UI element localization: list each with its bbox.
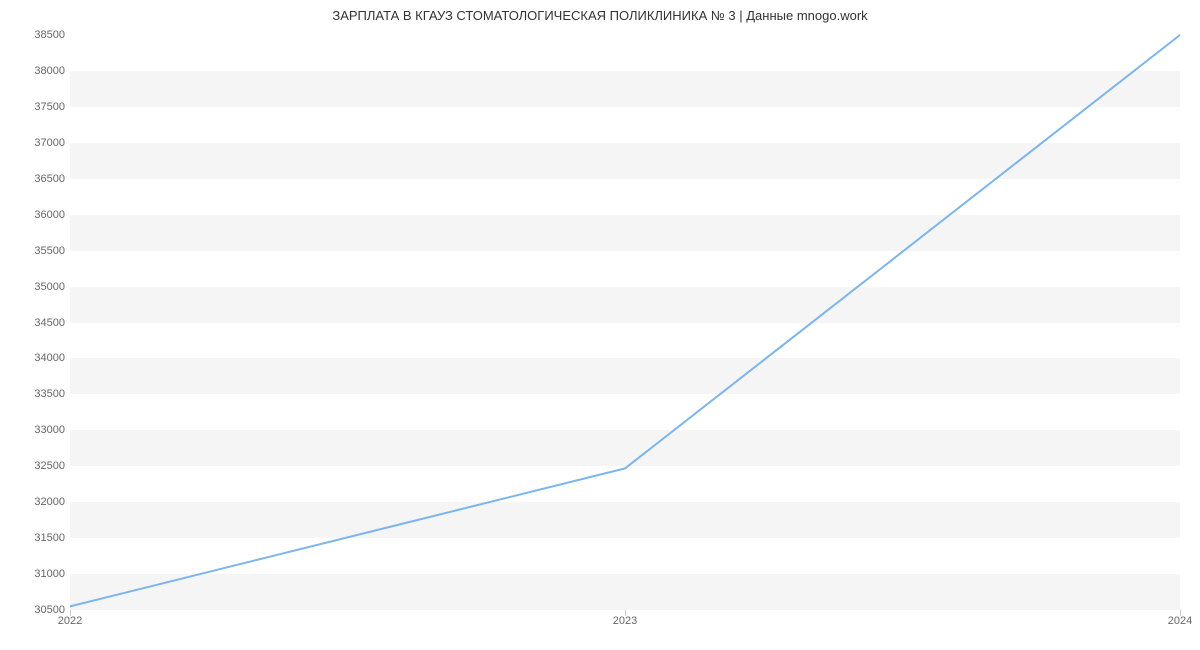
- y-axis-label: 32500: [5, 460, 65, 472]
- y-axis-label: 30500: [5, 604, 65, 616]
- x-axis-label: 2023: [613, 615, 637, 627]
- y-axis-label: 38000: [5, 65, 65, 77]
- x-axis-label: 2022: [58, 615, 82, 627]
- y-axis-label: 31000: [5, 568, 65, 580]
- y-axis-label: 33500: [5, 388, 65, 400]
- x-tick: [625, 610, 626, 616]
- salary-line-chart: ЗАРПЛАТА В КГАУЗ СТОМАТОЛОГИЧЕСКАЯ ПОЛИК…: [0, 0, 1200, 650]
- chart-title: ЗАРПЛАТА В КГАУЗ СТОМАТОЛОГИЧЕСКАЯ ПОЛИК…: [0, 0, 1200, 23]
- y-axis-label: 35000: [5, 281, 65, 293]
- line-series-svg: [70, 35, 1180, 610]
- y-axis-label: 32000: [5, 496, 65, 508]
- x-axis-label: 2024: [1168, 615, 1192, 627]
- x-tick: [1180, 610, 1181, 616]
- y-axis-label: 36000: [5, 209, 65, 221]
- y-axis-label: 35500: [5, 245, 65, 257]
- y-axis-label: 36500: [5, 173, 65, 185]
- y-axis-label: 31500: [5, 532, 65, 544]
- y-axis-label: 34500: [5, 317, 65, 329]
- y-axis-label: 37000: [5, 137, 65, 149]
- x-tick: [70, 610, 71, 616]
- y-axis-label: 38500: [5, 29, 65, 41]
- y-axis-label: 33000: [5, 424, 65, 436]
- y-axis-label: 34000: [5, 352, 65, 364]
- y-axis-label: 37500: [5, 101, 65, 113]
- plot-area: [70, 35, 1180, 610]
- series-line-salary: [70, 35, 1180, 606]
